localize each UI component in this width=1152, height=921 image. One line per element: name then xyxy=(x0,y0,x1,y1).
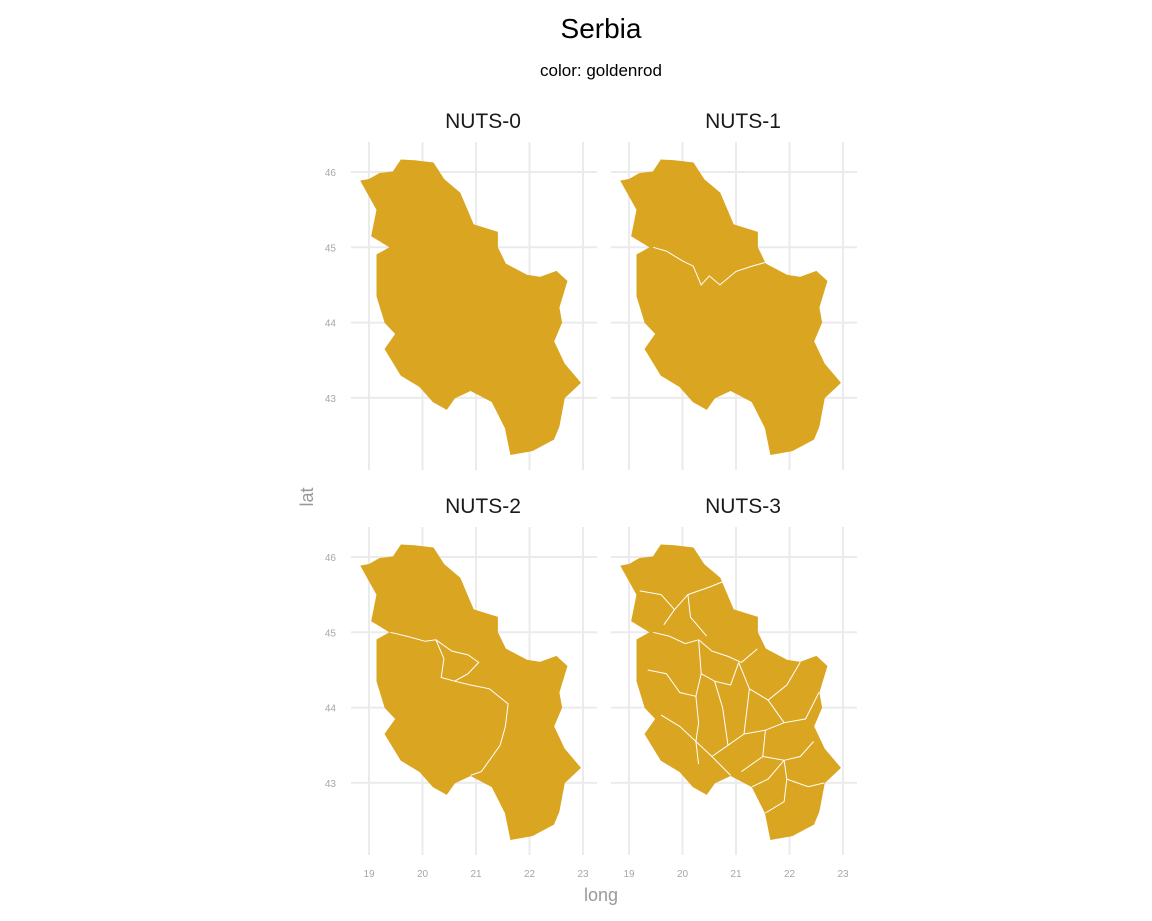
x-tick-label: 21 xyxy=(470,869,482,880)
region-serbia xyxy=(360,544,581,840)
facet-panels: NUTS-0 NUTS-1 NUTS-2 NUTS-3 xyxy=(351,110,857,855)
region-serbia xyxy=(620,544,841,840)
region-border xyxy=(390,631,509,776)
y-tick-label: 45 xyxy=(325,243,337,254)
y-axis-ticks: 43 43 44 44 45 45 46 46 xyxy=(325,168,337,790)
region-border xyxy=(700,662,740,686)
region-border xyxy=(652,631,699,645)
facet-label: NUTS-2 xyxy=(445,495,521,518)
facet-panel-nuts-3: NUTS-3 xyxy=(611,495,857,855)
chart-subtitle: color: goldenrod xyxy=(540,61,662,80)
x-tick-label: 20 xyxy=(677,869,689,880)
region-border xyxy=(647,639,702,697)
region-border xyxy=(762,741,814,761)
y-tick-label: 44 xyxy=(325,319,337,330)
region-border xyxy=(435,639,480,682)
region-border xyxy=(783,760,825,788)
facet-panel-nuts-2: NUTS-2 xyxy=(351,495,597,855)
x-tick-label: 22 xyxy=(784,869,796,880)
region-border xyxy=(660,714,700,765)
x-axis-title: long xyxy=(584,885,618,905)
region-border xyxy=(765,779,788,814)
facet-panel-nuts-0: NUTS-0 xyxy=(351,110,597,470)
region-border xyxy=(687,594,707,637)
region-border xyxy=(695,696,731,776)
region-serbia xyxy=(360,159,581,455)
region-serbia xyxy=(620,159,841,455)
facet-label: NUTS-0 xyxy=(445,110,521,133)
x-tick-label: 23 xyxy=(837,869,849,880)
region-border xyxy=(751,759,785,788)
y-tick-label: 43 xyxy=(325,394,337,405)
facet-panel-nuts-1: NUTS-1 xyxy=(611,110,857,470)
y-tick-label: 45 xyxy=(325,628,337,639)
x-tick-label: 23 xyxy=(577,869,589,880)
y-tick-label: 46 xyxy=(325,168,337,179)
y-tick-label: 43 xyxy=(325,779,337,790)
x-tick-label: 21 xyxy=(730,869,742,880)
x-tick-label: 20 xyxy=(417,869,429,880)
y-tick-label: 46 xyxy=(325,553,337,564)
region-border xyxy=(698,639,758,663)
region-border xyxy=(767,692,820,724)
region-border xyxy=(674,579,729,611)
facet-label: NUTS-1 xyxy=(705,110,781,133)
x-axis-ticks: 19 19 20 20 21 21 22 22 23 23 xyxy=(363,869,849,880)
region-border xyxy=(652,246,766,286)
y-axis-title: lat xyxy=(297,487,317,506)
x-tick-label: 22 xyxy=(524,869,536,880)
region-border xyxy=(639,590,676,626)
region-border xyxy=(714,681,729,746)
y-tick-label: 44 xyxy=(325,704,337,715)
facet-label: NUTS-3 xyxy=(705,495,781,518)
x-tick-label: 19 xyxy=(623,869,635,880)
chart-title: Serbia xyxy=(561,13,642,44)
x-tick-label: 19 xyxy=(363,869,375,880)
